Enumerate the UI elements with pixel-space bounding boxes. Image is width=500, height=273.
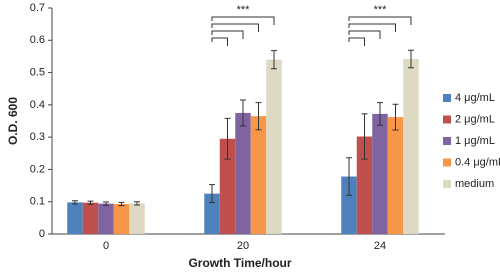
- error-bar: [224, 117, 231, 160]
- bar: [356, 136, 373, 234]
- error-bar: [392, 103, 399, 131]
- significance-bracket: [348, 30, 381, 39]
- y-tick-label: 0.1: [30, 196, 45, 208]
- bar: [219, 138, 236, 234]
- significance-label: ***: [374, 4, 388, 16]
- bar: [372, 113, 388, 234]
- error-bar: [209, 184, 215, 204]
- error-bar: [240, 99, 246, 127]
- legend-label: 0.4 μg/mL: [455, 156, 500, 168]
- error-bar: [118, 201, 125, 207]
- legend-label: 1 μg/mL: [455, 135, 495, 147]
- y-tick-label: 0.6: [30, 34, 45, 46]
- legend-label: medium: [455, 178, 494, 190]
- bar: [387, 117, 404, 234]
- bar: [266, 59, 282, 235]
- y-tick-label: 0: [39, 228, 45, 240]
- legend-swatch: [443, 158, 451, 167]
- x-tick-label: 24: [374, 240, 386, 252]
- error-bar: [103, 201, 109, 206]
- bar: [98, 203, 114, 234]
- significance-bracket: [348, 37, 365, 46]
- legend-label: 2 μg/mL: [455, 113, 495, 125]
- significance-label: ***: [237, 4, 251, 16]
- significance-bracket: [211, 16, 275, 25]
- significance-bracket: [211, 37, 228, 46]
- significance-bracket: [348, 23, 396, 32]
- bar: [67, 202, 83, 234]
- x-axis-title: Growth Time/hour: [188, 256, 291, 270]
- bar: [82, 202, 99, 234]
- legend-swatch: [443, 94, 451, 102]
- error-bar: [255, 102, 262, 131]
- x-tick-label: 20: [237, 240, 249, 252]
- bar: [341, 176, 357, 234]
- error-bar: [72, 200, 78, 205]
- legend-label: 4 μg/mL: [455, 92, 495, 104]
- significance-bracket: [211, 30, 244, 39]
- y-axis-title: O.D. 600: [6, 97, 20, 145]
- bar: [129, 203, 145, 234]
- legend-swatch: [443, 180, 451, 188]
- error-bar: [87, 200, 94, 205]
- error-bar: [271, 50, 277, 70]
- error-bar: [408, 49, 414, 69]
- y-tick-label: 0.3: [30, 131, 45, 143]
- y-tick-label: 0.4: [30, 99, 45, 111]
- error-bar: [377, 102, 383, 126]
- bar: [403, 59, 419, 234]
- y-tick-label: 0.5: [30, 66, 45, 78]
- error-bar: [361, 113, 368, 160]
- bar: [250, 116, 267, 234]
- significance-bracket: [348, 16, 412, 25]
- legend-swatch: [443, 115, 451, 124]
- bar: [235, 112, 251, 234]
- y-tick-label: 0.7: [30, 2, 45, 14]
- error-bar: [134, 201, 140, 206]
- bar: [113, 203, 130, 234]
- x-tick-label: 0: [103, 240, 109, 252]
- significance-bracket: [211, 23, 259, 32]
- bar: [204, 193, 220, 234]
- error-bar: [346, 157, 352, 196]
- legend-swatch: [443, 137, 451, 145]
- y-tick-label: 0.2: [30, 163, 45, 175]
